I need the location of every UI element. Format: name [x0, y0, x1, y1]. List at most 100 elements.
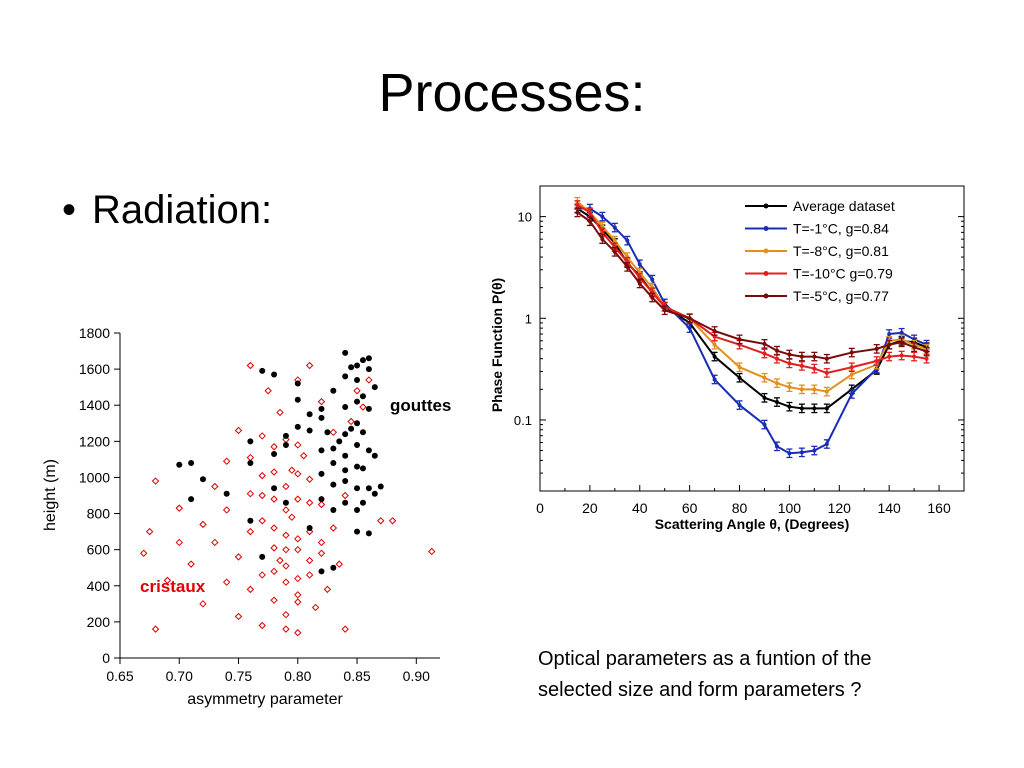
series-point	[762, 422, 767, 427]
legend-label: T=-10°C g=0.79	[793, 266, 893, 282]
y-tick-label: 1200	[79, 433, 110, 449]
cristaux-point	[294, 591, 302, 599]
cristaux-point	[258, 432, 266, 440]
series-point	[799, 363, 804, 368]
gouttes-point	[330, 564, 337, 571]
gouttes-point	[306, 427, 313, 434]
series-4	[574, 207, 930, 364]
cristaux-point	[294, 574, 302, 583]
series-point	[737, 337, 742, 342]
x-tick-label: 20	[582, 500, 598, 516]
series-point	[912, 345, 917, 350]
gouttes-point	[365, 355, 372, 362]
cristaux-point	[294, 441, 302, 449]
cristaux-point	[276, 556, 284, 565]
x-tick-label: 0.75	[225, 668, 252, 684]
gouttes-point	[318, 496, 325, 503]
gouttes-point	[294, 396, 301, 403]
gouttes-point	[318, 405, 325, 412]
gouttes-point	[354, 398, 361, 405]
gouttes-point	[359, 393, 366, 400]
series-point	[812, 354, 817, 359]
gouttes-point	[176, 461, 183, 468]
gouttes-point	[365, 485, 372, 492]
gouttes-point	[336, 438, 343, 445]
series-point	[899, 340, 904, 345]
x-tick-label: 120	[828, 500, 852, 516]
gouttes-point	[294, 423, 301, 430]
series-point	[787, 451, 792, 456]
series-point	[650, 277, 655, 282]
series-point	[849, 350, 854, 355]
legend-label: T=-1°C, g=0.84	[793, 221, 889, 237]
cristaux-point	[234, 612, 243, 621]
series-point	[787, 361, 792, 366]
series-point	[887, 354, 892, 359]
cristaux-point	[329, 428, 338, 437]
cristaux-point	[258, 491, 266, 500]
cristaux-point	[282, 531, 290, 539]
series-point	[612, 249, 617, 254]
cristaux-point	[365, 376, 373, 384]
cristaux-point	[264, 387, 272, 395]
series-point	[924, 356, 929, 361]
series-point	[762, 351, 767, 356]
gouttes-point	[247, 460, 254, 466]
gouttes-point	[306, 411, 313, 418]
x-tick-label: 0.85	[343, 668, 370, 684]
x-tick-label: 0	[536, 500, 544, 516]
cristaux-point	[246, 527, 255, 536]
series-point	[812, 406, 817, 411]
gouttes-point	[294, 380, 301, 387]
gouttes-point	[354, 528, 361, 535]
cristaux-point	[282, 506, 290, 514]
series-point	[712, 328, 717, 333]
series-point	[912, 354, 917, 359]
gouttes-point	[365, 366, 372, 373]
series-point	[774, 444, 779, 449]
gouttes-point	[247, 517, 254, 524]
gouttes-point	[354, 463, 361, 470]
cristaux-point	[234, 553, 243, 561]
cristaux-point	[258, 471, 266, 480]
caption: Optical parameters as a funtion of the s…	[538, 644, 958, 706]
cristaux-point	[139, 549, 148, 557]
cristaux-point	[151, 625, 160, 633]
cristaux-point	[258, 621, 266, 630]
y-tick-label: 10	[518, 210, 532, 225]
gouttes-point	[223, 490, 230, 497]
gouttes-point	[330, 506, 337, 513]
cristaux-point	[270, 567, 278, 576]
gouttes-point	[318, 414, 325, 421]
series-line	[576, 207, 927, 410]
gouttes-point	[271, 371, 278, 378]
gouttes-point	[354, 441, 361, 448]
series-point	[799, 406, 804, 411]
series-point	[799, 387, 804, 392]
series-point	[824, 356, 829, 361]
gouttes-point	[359, 429, 366, 436]
series-point	[887, 332, 892, 337]
cristaux-point	[222, 457, 231, 465]
series-point	[712, 342, 717, 347]
gouttes-point	[365, 405, 372, 412]
cristaux-point	[282, 482, 290, 491]
cristaux-point	[234, 426, 243, 435]
series-point	[812, 387, 817, 392]
x-tick-label: 80	[732, 500, 748, 516]
cristaux-point	[246, 585, 255, 594]
legend-marker	[763, 293, 769, 299]
cristaux-point	[294, 470, 302, 478]
gouttes-point	[359, 465, 366, 472]
cristaux-point	[288, 513, 296, 521]
series-point	[575, 210, 580, 215]
series-point	[787, 385, 792, 390]
cristaux-point	[211, 538, 219, 547]
series-point	[612, 225, 617, 230]
legend-label: T=-5°C, g=0.77	[793, 288, 889, 304]
cristaux-point	[270, 524, 278, 532]
gouttes-point	[342, 467, 349, 474]
gouttes-point	[342, 349, 349, 356]
cristaux-point	[317, 549, 326, 557]
